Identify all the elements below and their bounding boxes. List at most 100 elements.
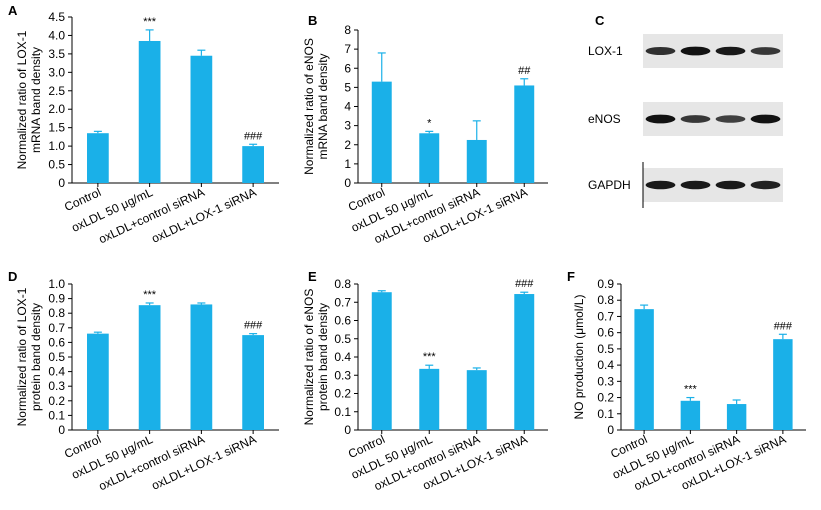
y-tick-label: 0.1 bbox=[48, 408, 65, 422]
blot-band bbox=[680, 46, 711, 56]
y-tick-label: 5 bbox=[344, 80, 351, 94]
bar bbox=[634, 309, 654, 430]
panel-letter: D bbox=[8, 269, 17, 284]
blot-row-label: GAPDH bbox=[588, 178, 631, 192]
y-tick-label: 0.1 bbox=[334, 405, 351, 419]
y-tick-label: 0.5 bbox=[48, 158, 65, 172]
y-tick-label: 0.3 bbox=[48, 379, 65, 393]
panel-b: B Normalized ratio of eNOS mRNA band densi… bbox=[302, 13, 548, 246]
y-tick-label: 0.4 bbox=[334, 350, 351, 364]
y-tick-label: 0.9 bbox=[597, 277, 614, 291]
blot-row-label: eNOS bbox=[588, 112, 621, 126]
blot-band bbox=[645, 114, 676, 124]
panel-e: E Normalized ratio of eNOS protein band de… bbox=[302, 269, 548, 493]
bar bbox=[514, 294, 535, 430]
y-tick-label: 0.7 bbox=[48, 321, 65, 335]
y-tick-label: 0.4 bbox=[597, 358, 614, 372]
y-tick-label: 0.2 bbox=[334, 387, 351, 401]
significance-label: *** bbox=[423, 351, 437, 363]
bar bbox=[190, 55, 213, 183]
y-tick-label: 1.0 bbox=[48, 277, 65, 291]
y-tick-label: 0.6 bbox=[48, 335, 65, 349]
y-tick-label: 0 bbox=[344, 423, 351, 437]
y-tick-label: 0.5 bbox=[334, 332, 351, 346]
y-axis-label: mRNA band density bbox=[29, 47, 43, 153]
significance-label: ### bbox=[774, 320, 793, 332]
blot-row-enos: eNOS bbox=[588, 102, 783, 136]
panel-letter: F bbox=[567, 269, 575, 284]
y-tick-label: 0.3 bbox=[597, 374, 614, 388]
y-tick-label: 0.6 bbox=[597, 326, 614, 340]
significance-label: ### bbox=[244, 320, 263, 332]
bar bbox=[242, 146, 264, 183]
y-tick-label: 2.0 bbox=[48, 102, 65, 116]
y-tick-label: 0.3 bbox=[334, 368, 351, 382]
bar bbox=[138, 40, 161, 183]
panel-a: A Normalized ratio of LOX-1 mRNA band dens… bbox=[8, 3, 279, 246]
blot-band bbox=[680, 115, 711, 123]
significance-label: ### bbox=[515, 278, 534, 290]
blot-band bbox=[750, 180, 781, 190]
bar bbox=[138, 305, 161, 430]
y-tick-label: 0.7 bbox=[597, 309, 614, 323]
y-tick-label: 0 bbox=[607, 423, 614, 437]
blot-band bbox=[645, 47, 676, 55]
panel-letter: A bbox=[8, 3, 18, 18]
significance-label: * bbox=[427, 117, 432, 129]
y-axis-label: protein band density bbox=[29, 303, 43, 411]
y-tick-label: 0 bbox=[58, 423, 65, 437]
blot-band bbox=[680, 180, 711, 190]
y-tick-label: 0.8 bbox=[48, 306, 65, 320]
bar bbox=[680, 400, 701, 430]
blot-band bbox=[715, 115, 746, 123]
significance-label: *** bbox=[143, 289, 157, 301]
panel-letter: E bbox=[308, 269, 317, 284]
y-tick-label: 0 bbox=[344, 176, 351, 190]
y-tick-label: 4 bbox=[344, 100, 351, 114]
y-axis-label: Normalized ratio of LOX-1 bbox=[15, 30, 29, 169]
y-tick-label: 0.2 bbox=[597, 391, 614, 405]
blot-row-label: LOX-1 bbox=[588, 44, 623, 58]
y-axis-label: Normalized ratio of LOX-1 bbox=[15, 287, 29, 426]
y-axis-label: protein band density bbox=[316, 303, 330, 411]
y-tick-label: 0 bbox=[58, 176, 65, 190]
significance-label: ### bbox=[244, 130, 263, 142]
y-tick-label: 2.5 bbox=[48, 84, 65, 98]
blot-band bbox=[715, 180, 746, 190]
panel-d: D Normalized ratio of LOX-1 protein band d… bbox=[8, 269, 279, 493]
y-tick-label: 0.8 bbox=[597, 293, 614, 307]
y-tick-label: 3 bbox=[344, 119, 351, 133]
bar bbox=[190, 304, 213, 430]
y-tick-label: 4.0 bbox=[48, 28, 65, 42]
panel-c-western-blot: C LOX-1 eNOS GAPDH bbox=[588, 13, 783, 208]
bar bbox=[371, 81, 392, 183]
bar bbox=[466, 370, 487, 430]
y-tick-label: 2 bbox=[344, 138, 351, 152]
y-tick-label: 0.8 bbox=[334, 277, 351, 291]
panel-f: F NO production (μmol/L) 0 0.1 0.2 0.3 0.4 0.5 0… bbox=[567, 269, 806, 493]
y-tick-label: 0.7 bbox=[334, 295, 351, 309]
y-tick-label: 3.5 bbox=[48, 47, 65, 61]
y-tick-label: 0.9 bbox=[48, 292, 65, 306]
panel-letter: B bbox=[308, 13, 317, 28]
y-tick-label: 7 bbox=[344, 42, 351, 56]
y-tick-label: 1.5 bbox=[48, 121, 65, 135]
y-tick-label: 1 bbox=[344, 157, 351, 171]
bar bbox=[773, 339, 793, 430]
blot-band bbox=[645, 180, 676, 190]
y-tick-label: 1.0 bbox=[48, 139, 65, 153]
bar bbox=[726, 404, 747, 430]
bar bbox=[514, 85, 535, 183]
y-tick-label: 4.5 bbox=[48, 10, 65, 24]
y-tick-label: 0.4 bbox=[48, 365, 65, 379]
y-axis-label: NO production (μmol/L) bbox=[572, 295, 586, 420]
panel-letter: C bbox=[595, 13, 605, 28]
y-tick-label: 8 bbox=[344, 23, 351, 37]
y-axis-label: mRNA band density bbox=[316, 53, 330, 159]
blot-row-gapdh: GAPDH bbox=[588, 162, 783, 208]
significance-label: ## bbox=[518, 65, 531, 77]
y-axis-label: Normalized ratio of eNOS bbox=[302, 38, 316, 175]
y-tick-label: 0.5 bbox=[597, 342, 614, 356]
bar bbox=[466, 139, 487, 183]
